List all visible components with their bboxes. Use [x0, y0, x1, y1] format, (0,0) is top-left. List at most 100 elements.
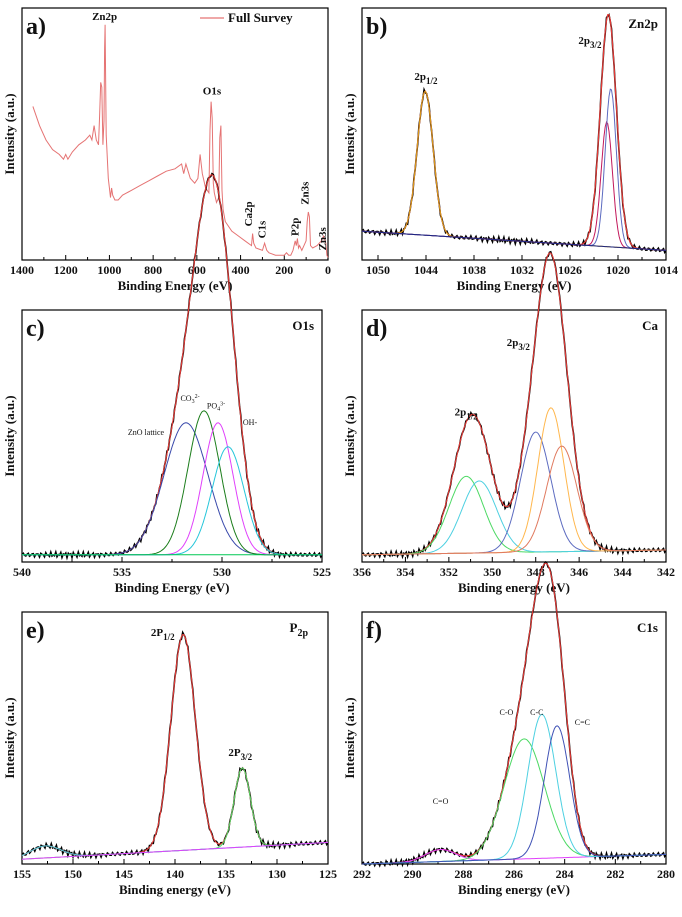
panel-label: a) [26, 14, 46, 40]
x-tick-label: 1020 [606, 263, 630, 277]
peak-annotation: Zn3s [299, 181, 311, 205]
annotation-sup: 3- [220, 401, 225, 407]
plot-frame [21, 7, 329, 261]
x-tick-label: 350 [483, 565, 501, 579]
annotation-main: 2p [414, 71, 426, 83]
peak-annotation: C1s [257, 220, 269, 238]
title-sub: 2p [297, 628, 308, 639]
x-tick-label: 800 [144, 263, 162, 277]
x-tick-label: 140 [166, 867, 184, 881]
annotation-sub: 3 [192, 399, 195, 405]
annotation-sub: 3/2 [518, 342, 530, 352]
annotation-sup: 2- [195, 394, 200, 400]
series-raw [21, 630, 329, 860]
series-fit [22, 174, 322, 556]
series-fit-5 [362, 445, 666, 556]
peak-annotation: 2p1/2 [414, 71, 438, 86]
peak-annotation: 2P1/2 [151, 627, 175, 642]
annotation-sub: 1/2 [426, 76, 438, 86]
x-tick-label: 286 [505, 867, 523, 881]
x-tick-label: 280 [657, 867, 675, 881]
x-tick-label: 1014 [654, 263, 678, 277]
x-tick-label: 1200 [54, 263, 78, 277]
y-axis-label: Intensity (a.u.) [342, 697, 357, 778]
plot-frame [21, 611, 329, 865]
x-tick-label: 525 [313, 565, 331, 579]
y-axis-label: Intensity (a.u.) [342, 93, 357, 174]
series-raw [361, 13, 667, 255]
x-tick-label: 135 [217, 867, 235, 881]
annotation-main: 2p [455, 407, 467, 419]
chart-panel-c: 540 535 530 525 Binding Energy (eV) Intensity… [2, 172, 331, 595]
panel-label: d) [366, 316, 387, 342]
annotation-main: 2p [578, 35, 590, 47]
title-main: P [289, 620, 297, 635]
chart-title: O1s [292, 318, 314, 333]
peak-annotation: C-C [530, 708, 543, 717]
x-tick-label: 346 [570, 565, 588, 579]
annotation-sub: 3/2 [241, 752, 253, 762]
annotation-main: 2P [228, 747, 241, 759]
series-co3 [22, 410, 322, 556]
series-fit [362, 562, 666, 865]
peak-annotation: C-O [500, 708, 514, 717]
y-axis-label: Intensity (a.u.) [2, 697, 17, 778]
panel-label: c) [26, 316, 45, 342]
series-fit-2 [361, 121, 667, 251]
x-tick-label: 1038 [462, 263, 486, 277]
peak-annotation: ZnO lattice [128, 428, 165, 437]
annotation-sub: 1/2 [466, 412, 478, 422]
chart-title: Zn2p [628, 16, 658, 31]
peak-annotation: OH- [243, 418, 258, 427]
series-c-o [362, 738, 666, 865]
peak-annotation: 2p3/2 [507, 337, 531, 352]
series-full-survey [32, 24, 329, 258]
plot-frame [361, 611, 667, 865]
peak-annotation: Ca2p [243, 201, 255, 226]
peak-annotation: Zn2p [92, 11, 117, 23]
peak-annotation: 2P3/2 [228, 747, 252, 762]
x-tick-label: 130 [268, 867, 286, 881]
x-tick-label: 600 [188, 263, 206, 277]
peak-annotation: C=O [433, 797, 449, 806]
chart-title: C1s [637, 620, 658, 635]
series-raw [361, 560, 667, 868]
panel-label: f) [366, 618, 382, 644]
x-tick-label: 400 [232, 263, 250, 277]
x-axis-label: Binding Energy (eV) [115, 580, 230, 595]
x-tick-label: 125 [319, 867, 337, 881]
annotation-main: CO [180, 394, 191, 403]
chart-panel-b: 1050 1044 1038 1032 1026 1020 1014 Binding Ener… [342, 7, 678, 293]
peak-annotation: C=C [575, 718, 590, 727]
x-axis-label: Binding energy (eV) [458, 882, 570, 897]
x-tick-label: 150 [64, 867, 82, 881]
x-tick-label: 344 [614, 565, 632, 579]
x-tick-label: 1032 [510, 263, 534, 277]
annotation-main: 2P [151, 627, 164, 639]
series-oh [22, 446, 322, 556]
peak-annotation: PO43- [207, 401, 225, 412]
series-raw [21, 172, 323, 561]
y-axis-label: Intensity (a.u.) [342, 395, 357, 476]
series-fit-4 [362, 407, 666, 556]
x-axis-label: Binding energy (eV) [458, 580, 570, 595]
annotation-main: PO [207, 401, 217, 410]
chart-title: P2p [289, 620, 308, 639]
series-background [361, 230, 667, 251]
annotation-main: 2p [507, 337, 519, 349]
x-tick-label: 145 [115, 867, 133, 881]
x-tick-label: 1000 [97, 263, 121, 277]
peak-annotation: Zn3s [317, 226, 329, 250]
peak-annotation: 2p1/2 [455, 407, 479, 422]
peak-annotation: 2p3/2 [578, 35, 602, 50]
x-tick-label: 530 [213, 565, 231, 579]
x-tick-label: 290 [404, 867, 422, 881]
x-tick-label: 352 [440, 565, 458, 579]
peak-annotation: P2p [289, 218, 301, 236]
x-tick-label: 342 [657, 565, 675, 579]
series-c-c [362, 725, 666, 865]
chart-panel-f: 292 290 288 286 284 282 280 Binding energy (eV)… [342, 560, 675, 897]
chart-panel-a: 1400 1200 1000 800 600 400 200 0 Binding Energy … [2, 7, 331, 293]
x-tick-label: 1044 [414, 263, 438, 277]
